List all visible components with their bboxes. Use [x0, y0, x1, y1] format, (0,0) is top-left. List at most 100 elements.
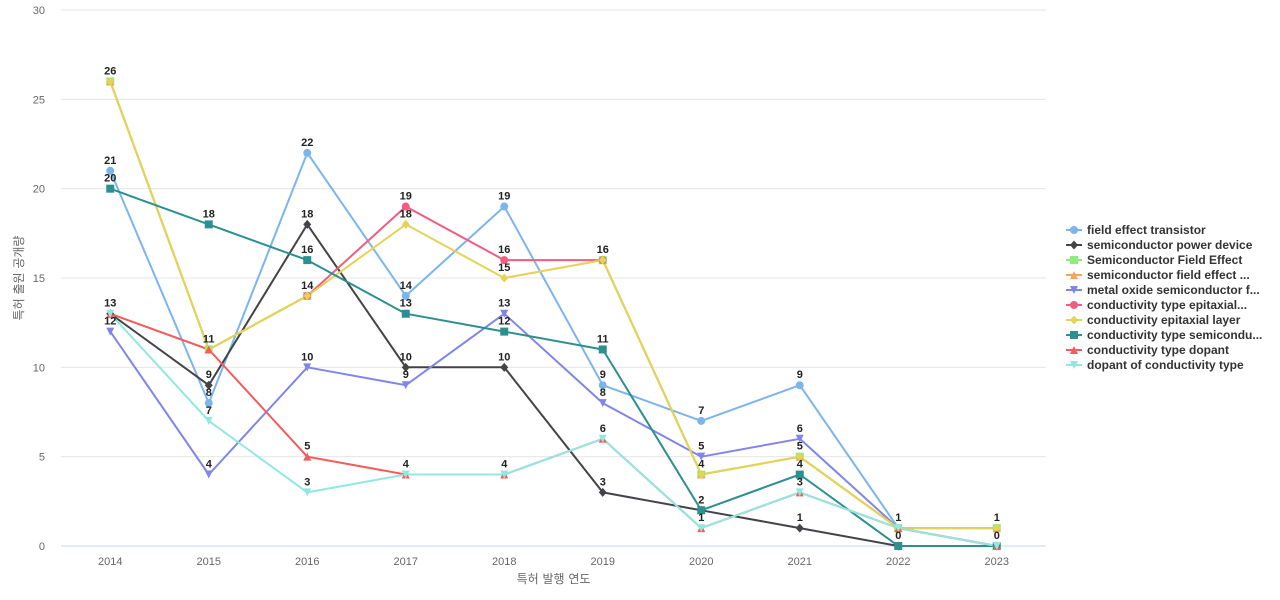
data-point: [303, 256, 312, 265]
legend-item[interactable]: conductivity type semicondu...: [1066, 328, 1262, 342]
data-label: 5: [304, 441, 310, 453]
data-point: [500, 327, 509, 336]
data-point: [303, 452, 312, 461]
data-label: 7: [698, 405, 704, 417]
data-label: 9: [206, 369, 212, 381]
x-axis-ticks: 2014 2015 2016 2017 2018 2019 2020 2021 2022 2023: [98, 556, 1009, 568]
data-point: [500, 470, 509, 479]
legend-marker: [1070, 240, 1078, 250]
legend-item[interactable]: metal oxide semiconductor f...: [1066, 283, 1260, 297]
y-tick-label: 15: [33, 273, 45, 285]
legend-item[interactable]: dopant of conductivity type: [1066, 358, 1244, 372]
series-line-0[interactable]: [109, 151, 998, 530]
data-label: 13: [400, 298, 412, 310]
series-line-1[interactable]: [109, 223, 998, 547]
y-tick-label: 5: [39, 452, 45, 464]
data-point: [303, 291, 312, 301]
legend-item[interactable]: field effect transistor: [1066, 223, 1206, 237]
data-point: [303, 148, 312, 157]
data-point: [401, 291, 410, 300]
x-tick-label: 2018: [492, 556, 516, 568]
data-point: [401, 202, 410, 211]
legend-marker: [1070, 301, 1078, 309]
data-point: [795, 434, 804, 443]
data-point: [697, 452, 706, 461]
x-tick-label: 2017: [394, 556, 418, 568]
data-point: [204, 399, 213, 408]
legend-item[interactable]: conductivity epitaxial layer: [1066, 313, 1241, 327]
data-point: [795, 470, 804, 479]
data-label: 16: [301, 244, 313, 256]
data-label: 2: [698, 494, 704, 506]
x-axis-title: 특허 발행 연도: [517, 571, 591, 586]
data-label: 10: [400, 351, 412, 363]
data-label: 4: [501, 459, 508, 471]
legend-item[interactable]: semiconductor field effect ...: [1066, 268, 1250, 282]
series-line-5[interactable]: [306, 205, 604, 297]
data-label: 21: [104, 155, 116, 167]
legend-marker: [1070, 361, 1078, 369]
data-label: 1: [698, 512, 704, 524]
data-point: [894, 524, 903, 533]
data-point: [401, 362, 410, 372]
data-label: 4: [698, 459, 705, 471]
data-label: 14: [400, 280, 413, 292]
legend-label: conductivity type semicondu...: [1087, 328, 1262, 342]
legend-label: dopant of conductivity type: [1087, 358, 1244, 372]
data-point: [697, 470, 706, 480]
data-label: 6: [600, 423, 606, 435]
data-label: 5: [797, 441, 803, 453]
data-point: [303, 219, 312, 229]
legend-label: conductivity epitaxial layer: [1087, 313, 1241, 327]
data-point: [106, 166, 115, 175]
data-point: [106, 184, 115, 193]
x-tick-label: 2021: [788, 556, 812, 568]
legend-item[interactable]: conductivity type dopant: [1066, 343, 1229, 357]
data-label: 4: [206, 459, 213, 471]
data-point: [697, 506, 706, 515]
data-label: 11: [203, 333, 215, 345]
data-label: 15: [498, 262, 510, 274]
legend-marker: [1070, 226, 1078, 234]
data-point: [401, 470, 410, 479]
data-point: [598, 487, 607, 497]
data-point: [992, 542, 1001, 550]
data-label: 10: [498, 351, 510, 363]
data-point: [401, 309, 410, 318]
data-label: 12: [498, 316, 510, 328]
data-point: [795, 452, 804, 462]
data-label: 19: [400, 191, 412, 203]
data-label: 18: [203, 208, 215, 220]
data-label: 3: [600, 476, 606, 488]
legend-item[interactable]: semiconductor power device: [1066, 238, 1253, 252]
data-label: 0: [994, 530, 1000, 542]
data-point: [204, 380, 213, 390]
data-label: 1: [994, 512, 1000, 524]
data-labels: 2621201312119871842218161410531918141310…: [104, 65, 1000, 542]
legend-label: field effect transistor: [1087, 223, 1206, 237]
series-line-4[interactable]: [109, 312, 998, 547]
legend-item[interactable]: Semiconductor Field Effect: [1066, 253, 1242, 267]
data-label: 8: [600, 387, 606, 399]
data-point: [598, 434, 607, 443]
data-point: [500, 202, 509, 211]
series-line-9[interactable]: [109, 312, 998, 547]
legend-marker: [1070, 331, 1078, 339]
legend-label: conductivity type epitaxial...: [1087, 298, 1247, 312]
data-point: [500, 256, 509, 265]
legend-item[interactable]: conductivity type epitaxial...: [1066, 298, 1247, 312]
data-label: 16: [498, 244, 510, 256]
data-label: 8: [206, 387, 212, 399]
data-point: [303, 363, 312, 372]
data-label: 18: [301, 208, 313, 220]
data-label: 26: [104, 65, 116, 77]
data-label: 20: [104, 173, 116, 185]
y-tick-label: 0: [39, 541, 45, 553]
data-label: 0: [895, 530, 901, 542]
data-point: [106, 309, 115, 318]
data-point: [500, 273, 509, 283]
data-point: [204, 470, 213, 479]
data-point: [500, 309, 509, 318]
series-line-6[interactable]: [109, 80, 998, 530]
